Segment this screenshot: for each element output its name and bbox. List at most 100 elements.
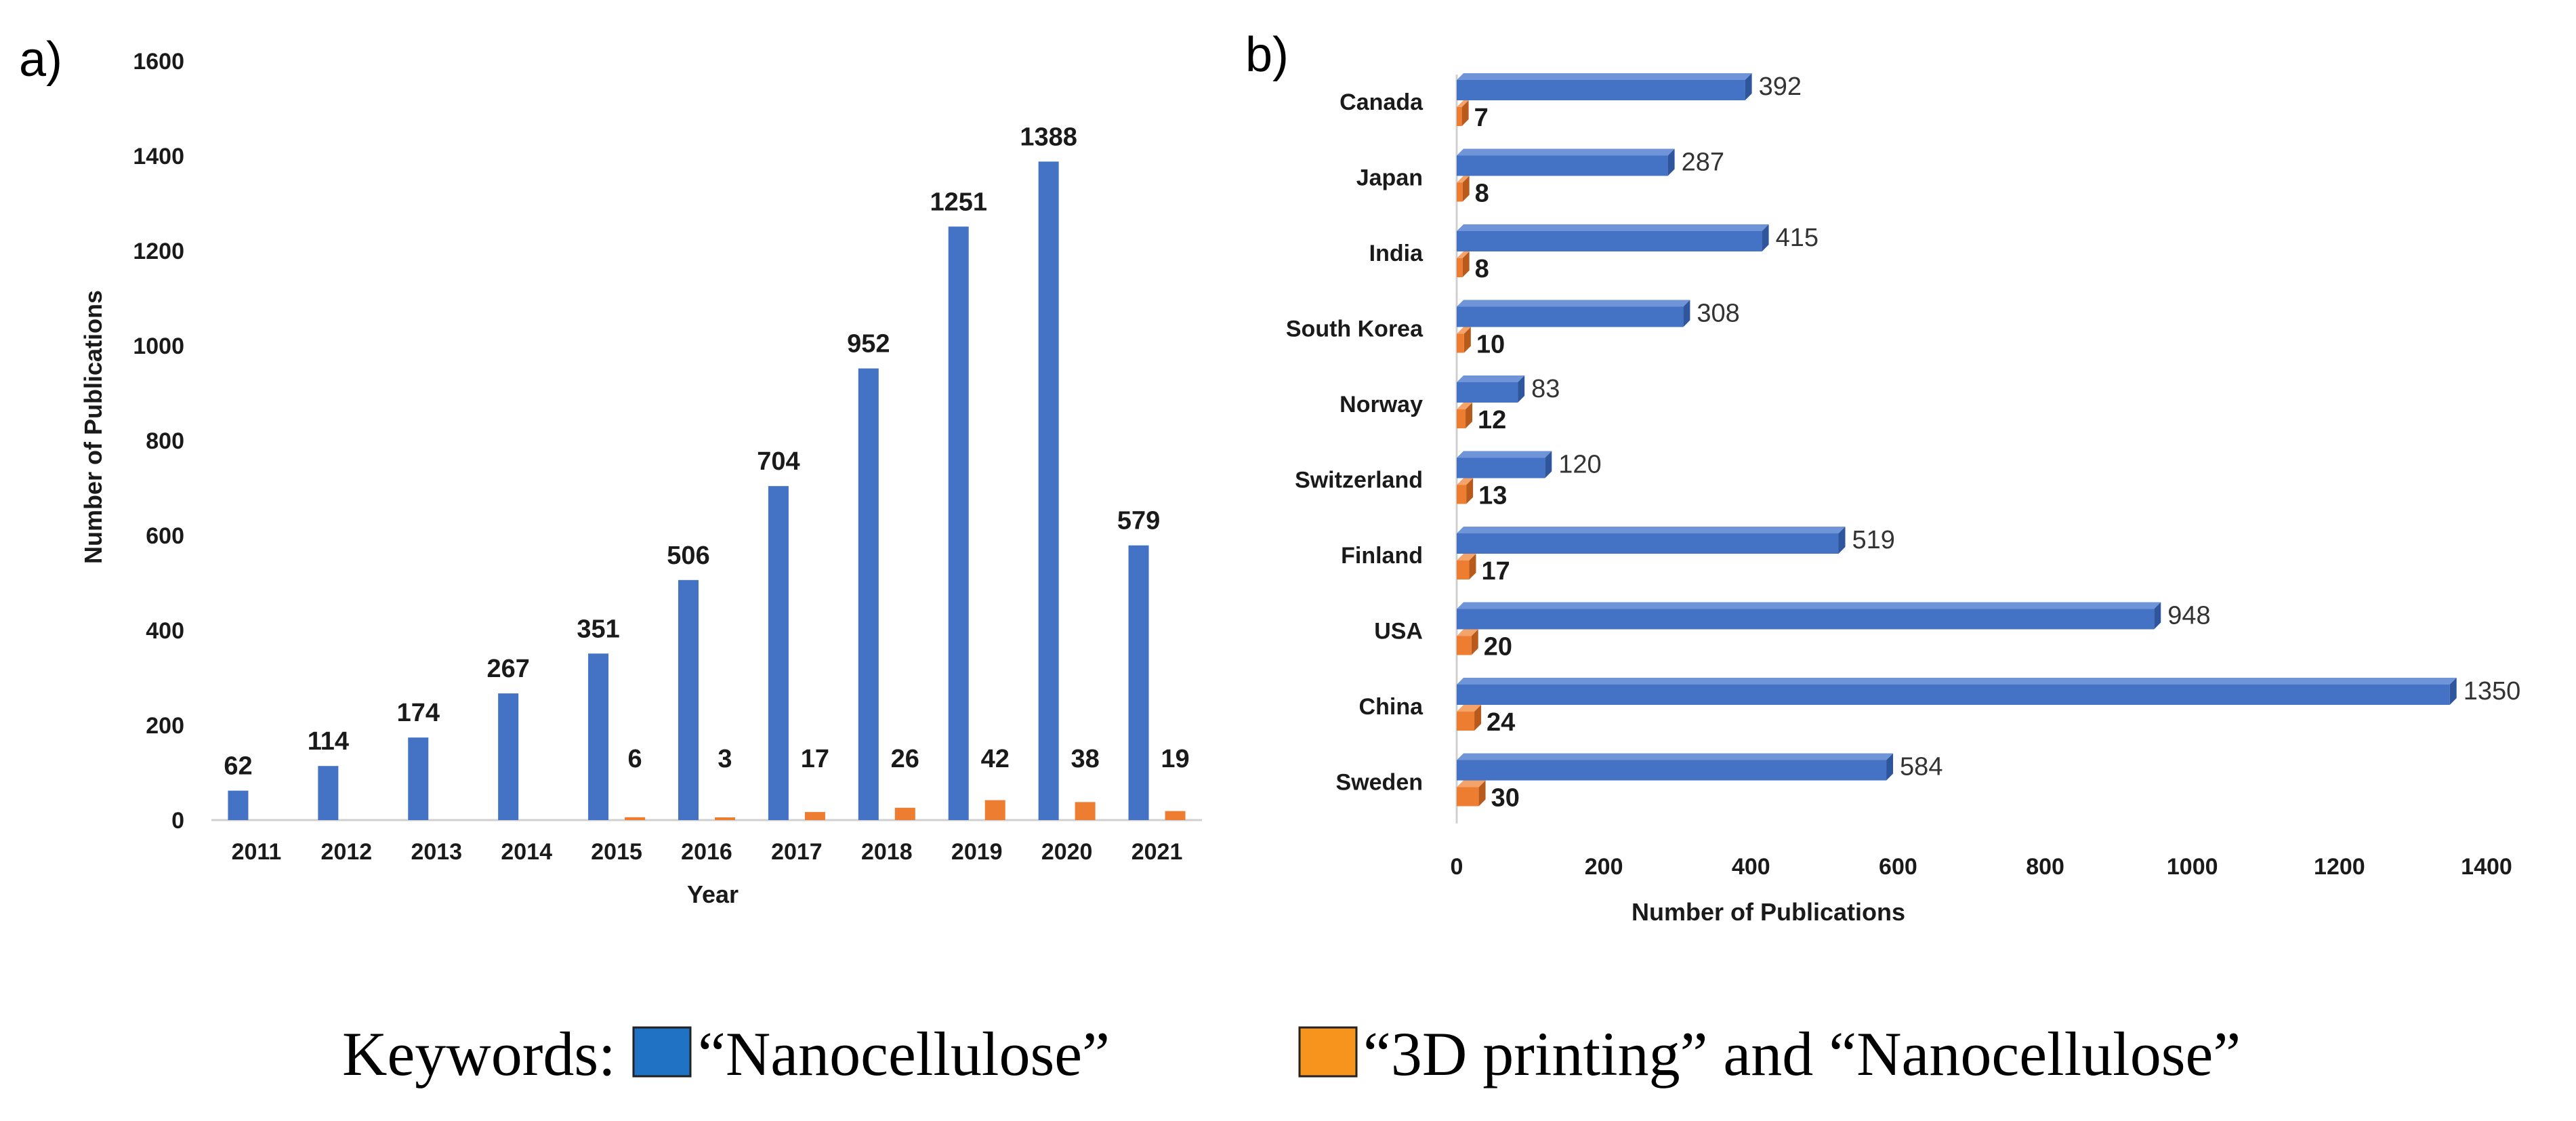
chart-b-bar-top-nanocellulose [1457, 678, 2457, 685]
chart-b: b) 392 7 287 8 415 8 308 10 83 12 120 13 519 17 948 20 1… [1245, 28, 2520, 926]
chart-b-category-label: China [1359, 694, 1424, 720]
chart-a-data-label-nanocellulose: 506 [667, 542, 709, 570]
chart-a-x-tick-label: 2015 [591, 839, 642, 865]
chart-b-bar-top-nanocellulose [1457, 73, 1752, 80]
chart-b-x-tick-label: 800 [2026, 854, 2064, 880]
chart-b-bar-group: 519 17 [1457, 526, 1895, 586]
chart-a-y-tick-label: 1400 [133, 144, 184, 169]
chart-b-bar-side-nanocellulose [1667, 148, 1675, 176]
chart-b-bar-top-nanocellulose [1457, 527, 1846, 533]
chart-b-bar-side-nanocellulose [1545, 451, 1552, 478]
chart-a-bar-nanocellulose [498, 693, 519, 820]
chart-b-bar-side-3d-printing [1466, 403, 1473, 428]
chart-b-bar-group: 120 13 [1457, 451, 1602, 510]
chart-a-x-tick-label: 2014 [501, 839, 552, 865]
chart-b-bar-top-3d-printing [1457, 403, 1473, 409]
chart-b-data-label-3d-printing: 24 [1487, 708, 1515, 737]
chart-a-y-tick-label: 1600 [133, 49, 184, 75]
chart-a-bar-nanocellulose [318, 766, 339, 820]
chart-b-data-label-3d-printing: 13 [1478, 482, 1507, 510]
chart-a-y-tick-label: 800 [146, 428, 184, 454]
chart-a-bar-nanocellulose [408, 737, 429, 820]
legend-swatch-3d-printing [1298, 1026, 1358, 1078]
chart-b-data-label-3d-printing: 8 [1475, 180, 1489, 208]
chart-b-bar-side-nanocellulose [1762, 224, 1769, 251]
chart-b-bar-group: 1350 24 [1457, 677, 2520, 737]
chart-b-bar-group: 584 30 [1457, 753, 1943, 813]
legend-label-3d-printing: “3D printing” and “Nanocellulose” [1363, 1019, 2241, 1088]
chart-b-data-label-3d-printing: 30 [1491, 784, 1520, 813]
chart-b-bar-top-3d-printing [1457, 554, 1476, 560]
legend: Keywords: “Nanocellulose” “3D printing” … [342, 1019, 2241, 1088]
legend-prefix: Keywords: [342, 1019, 616, 1088]
chart-a-data-label-3d-printing: 17 [801, 745, 829, 773]
chart-a-data-label-3d-printing: 26 [891, 745, 919, 773]
chart-a-x-tick-label: 2017 [771, 839, 823, 865]
chart-b-bar-nanocellulose [1457, 382, 1518, 403]
chart-a-y-tick-label: 0 [171, 808, 184, 834]
chart-b-x-tick-label: 0 [1451, 854, 1463, 880]
chart-a-bar-3d-printing [894, 807, 915, 820]
chart-a-bar-3d-printing [804, 812, 825, 820]
chart-b-data-label-nanocellulose: 1350 [2464, 677, 2521, 706]
chart-b-bar-top-3d-printing [1457, 478, 1474, 485]
chart-b-bar-side-3d-printing [1478, 780, 1486, 807]
chart-b-bar-top-3d-printing [1457, 176, 1470, 183]
chart-b-bar-side-3d-printing [1474, 705, 1482, 731]
chart-b-bar-side-3d-printing [1462, 176, 1470, 202]
chart-b-bar-top-nanocellulose [1457, 753, 1894, 760]
chart-b-data-label-nanocellulose: 584 [1900, 753, 1943, 781]
chart-b-bar-side-nanocellulose [2449, 678, 2457, 705]
chart-a-x-tick-label: 2016 [681, 839, 732, 865]
chart-b-bar-side-3d-printing [1471, 629, 1478, 655]
chart-a-x-tick-label: 2011 [232, 839, 282, 865]
chart-b-bar-nanocellulose [1457, 760, 1887, 781]
chart-a-y-tick-label: 400 [146, 618, 184, 644]
chart-b-bar-side-nanocellulose [1518, 375, 1525, 403]
chart-b-bar-group: 392 7 [1457, 73, 1802, 132]
chart-b-category-label: Norway [1339, 392, 1423, 417]
chart-b-bar-nanocellulose [1457, 155, 1668, 176]
chart-a-x-axis-title: Year [687, 880, 739, 908]
chart-b-bar-top-3d-printing [1457, 327, 1471, 334]
chart-b-bar-nanocellulose [1457, 457, 1545, 478]
chart-b-bar-top-nanocellulose [1457, 602, 2161, 609]
chart-a-data-label-nanocellulose: 704 [757, 447, 799, 476]
chart-b-data-label-3d-printing: 10 [1476, 331, 1505, 359]
chart-b-bar-nanocellulose [1457, 306, 1684, 327]
chart-b-category-label: USA [1374, 619, 1423, 645]
chart-b-bar-top-nanocellulose [1457, 451, 1552, 458]
chart-b-bar-3d-printing [1457, 107, 1462, 126]
chart-b-bar-nanocellulose [1457, 80, 1745, 100]
chart-b-data-label-nanocellulose: 287 [1682, 148, 1724, 177]
chart-b-bar-group: 948 20 [1457, 602, 2211, 661]
chart-b-bar-group: 415 8 [1457, 224, 1819, 283]
chart-b-data-label-3d-printing: 8 [1475, 255, 1489, 283]
chart-b-bar-top-3d-printing [1457, 705, 1482, 712]
chart-b-x-tick-label: 1200 [2314, 854, 2365, 880]
chart-b-category-label: India [1369, 241, 1424, 266]
chart-a-data-label-nanocellulose: 174 [397, 699, 440, 727]
chart-b-bar-3d-printing [1457, 636, 1472, 655]
chart-b-bar-3d-printing [1457, 560, 1470, 579]
chart-b-bar-side-3d-printing [1469, 554, 1476, 579]
chart-b-bar-nanocellulose [1457, 533, 1839, 554]
chart-a-data-label-3d-printing: 38 [1071, 745, 1099, 773]
chart-a-bar-3d-printing [1165, 811, 1186, 820]
legend-swatch-nanocellulose [632, 1026, 692, 1078]
chart-b-bar-side-3d-printing [1462, 251, 1470, 277]
chart-b-data-label-3d-printing: 20 [1484, 633, 1512, 661]
chart-b-x-tick-label: 1400 [2461, 854, 2512, 880]
chart-b-bar-3d-printing [1457, 409, 1466, 428]
chart-b-data-label-nanocellulose: 392 [1759, 73, 1802, 101]
chart-a-bar-nanocellulose [678, 579, 699, 820]
chart-b-data-label-nanocellulose: 83 [1531, 375, 1560, 403]
chart-b-bar-3d-printing [1457, 333, 1464, 353]
chart-b-bar-top-3d-printing [1457, 251, 1470, 258]
chart-b-data-label-nanocellulose: 948 [2167, 602, 2210, 630]
chart-b-data-label-nanocellulose: 120 [1558, 451, 1601, 479]
chart-a-y-axis-title: Number of Publications [79, 290, 107, 564]
chart-a-x-tick-label: 2012 [321, 839, 373, 865]
chart-a-data-label-nanocellulose: 952 [847, 330, 890, 359]
chart-b-bar-nanocellulose [1457, 685, 2450, 705]
